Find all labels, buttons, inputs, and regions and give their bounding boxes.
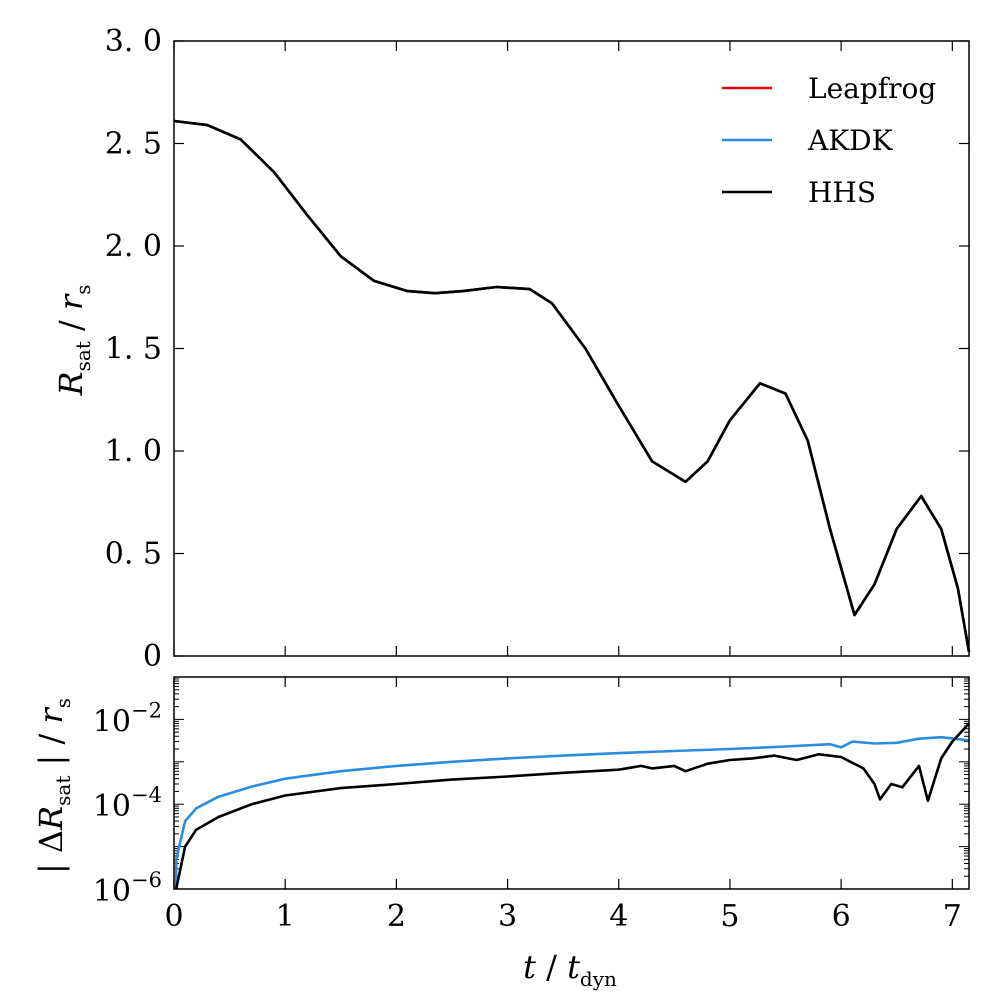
bottom-y-tick-label: 10−6 — [93, 868, 162, 909]
top-y-tick-label: 3. 0 — [105, 24, 162, 59]
error-line-akdk — [174, 735, 970, 889]
x-axis-label: t / tdyn — [523, 948, 617, 991]
bottom-y-tick-label: 10−4 — [93, 783, 162, 824]
x-tick-labels: 0 1 2 3 4 5 6 7 — [164, 899, 961, 934]
top-y-tick-label: 2. 0 — [105, 229, 162, 264]
legend-label-leapfrog: Leapfrog — [808, 72, 936, 105]
x-tick-label: 2 — [387, 899, 406, 934]
legend: Leapfrog AKDK HHS — [722, 72, 936, 209]
bottom-y-tick-label: 10−2 — [93, 698, 162, 739]
x-tick-label: 6 — [832, 899, 851, 934]
bottom-y-axis-title: | ΔRsat | / rs — [32, 698, 75, 874]
x-tick-label: 5 — [720, 899, 739, 934]
top-panel: 0 0. 5 1. 0 1. 5 2. 0 2. 5 3. 0 Rsat / rs Leap… — [52, 24, 971, 674]
legend-label-hhs: HHS — [808, 176, 876, 209]
bottom-plot-frame — [173, 676, 970, 890]
series-line-hhs — [173, 119, 971, 653]
error-line-hhs — [174, 722, 970, 890]
top-y-axis-title: Rsat / rs — [52, 284, 95, 396]
x-tick-label: 1 — [276, 899, 295, 934]
top-plot-frame — [173, 40, 970, 657]
top-y-tick-label: 0. 5 — [105, 537, 162, 572]
top-y-tick-label: 2. 5 — [105, 127, 162, 162]
bottom-series-group — [174, 722, 970, 890]
top-y-tick-label: 1. 0 — [105, 434, 162, 469]
top-y-tick-labels: 0 0. 5 1. 0 1. 5 2. 0 2. 5 3. 0 — [105, 24, 162, 674]
bottom-y-tick-labels: 10−6 10−4 10−2 — [93, 698, 162, 909]
x-tick-label: 4 — [609, 899, 628, 934]
bottom-y-axis-label: | ΔRsat | / rs — [32, 698, 75, 874]
bottom-plot-area — [174, 677, 969, 889]
x-tick-label: 3 — [498, 899, 517, 934]
bottom-panel: 10−6 10−4 10−2 0 1 2 3 4 5 6 7 | ΔRsat | / rs t /… — [32, 676, 970, 991]
x-tick-label: 7 — [943, 899, 962, 934]
x-tick-label: 0 — [164, 899, 183, 934]
legend-label-akdk: AKDK — [807, 124, 894, 157]
top-y-axis-label: Rsat / rs — [52, 284, 95, 396]
top-series-group — [173, 119, 971, 653]
top-y-tick-label: 1. 5 — [105, 332, 162, 367]
top-y-tick-label: 0 — [143, 639, 162, 674]
